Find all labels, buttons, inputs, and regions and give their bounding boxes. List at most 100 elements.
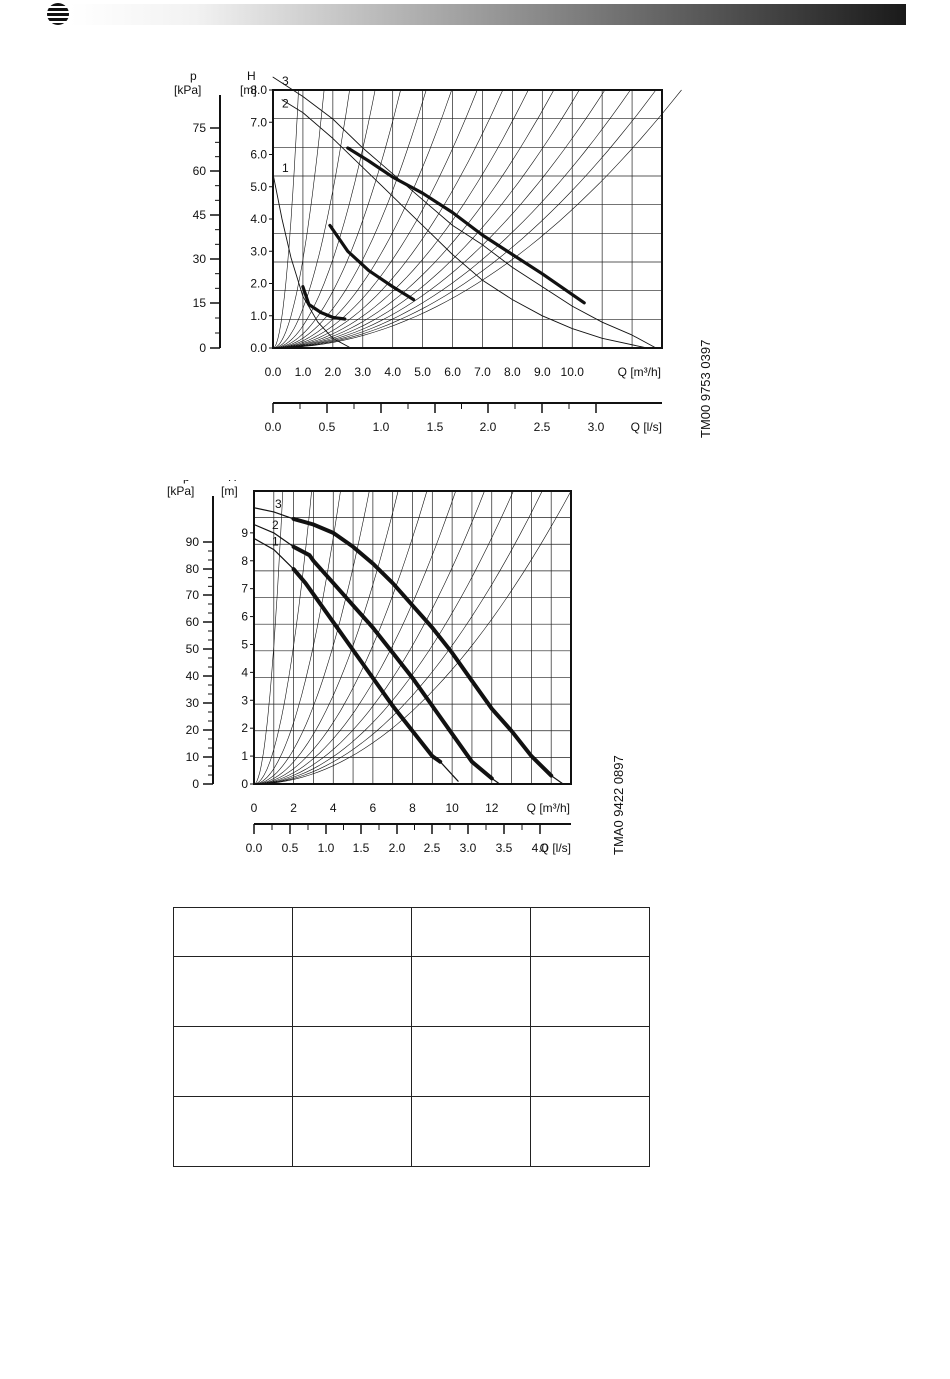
table-cell bbox=[530, 956, 650, 1027]
p-tick-label: 30 bbox=[193, 252, 207, 266]
x-tick-label: 10.0 bbox=[561, 365, 585, 379]
y-tick-label: 1 bbox=[241, 749, 248, 763]
p-tick-label: 90 bbox=[186, 535, 200, 549]
table-cell bbox=[411, 956, 531, 1027]
table-cell bbox=[292, 907, 412, 957]
p-tick-label: 10 bbox=[186, 750, 200, 764]
secondary-x-tick-label: 2.5 bbox=[534, 420, 551, 434]
series-label-3: 3 bbox=[275, 497, 282, 511]
y-axis-symbol: H bbox=[247, 69, 256, 83]
p-tick-label: 75 bbox=[193, 121, 207, 135]
x-tick-label: 9.0 bbox=[534, 365, 551, 379]
y-tick-label: 2.0 bbox=[250, 277, 267, 291]
table-cell bbox=[530, 907, 650, 957]
plot-frame bbox=[272, 89, 663, 349]
x-axis-label: Q [m³/h] bbox=[618, 365, 661, 379]
series-line-1 bbox=[253, 537, 459, 782]
p-tick-label: 80 bbox=[186, 562, 200, 576]
series-line-operating-3 bbox=[301, 285, 347, 321]
secondary-x-tick-label: 1.0 bbox=[318, 841, 335, 855]
table-cell bbox=[530, 1096, 650, 1167]
x-tick-label: 8.0 bbox=[504, 365, 521, 379]
system-curve bbox=[272, 89, 478, 349]
x-axis-label: Q [m³/h] bbox=[527, 801, 570, 815]
series-line-2 bbox=[253, 523, 501, 785]
system-curve bbox=[272, 89, 452, 349]
system-curve bbox=[272, 89, 657, 349]
system-curve bbox=[272, 89, 580, 349]
table-cell bbox=[173, 1096, 293, 1167]
p-axis-unit: [kPa] bbox=[174, 83, 201, 97]
empty-data-table bbox=[173, 907, 650, 1167]
p-axis-symbol: p bbox=[190, 69, 197, 83]
x-tick-label: 6 bbox=[370, 801, 377, 815]
system-curve bbox=[253, 490, 485, 785]
y-tick-label: 1.0 bbox=[250, 309, 267, 323]
secondary-x-tick-label: 0.5 bbox=[319, 420, 336, 434]
y-tick-label: 6 bbox=[241, 610, 248, 624]
table-cell bbox=[411, 1026, 531, 1097]
system-curve bbox=[253, 490, 284, 785]
table-cell bbox=[173, 907, 293, 957]
system-curve bbox=[272, 89, 427, 349]
y-axis-symbol: H bbox=[228, 480, 237, 484]
operating-range-2 bbox=[291, 544, 494, 781]
p-tick-label: 50 bbox=[186, 642, 200, 656]
secondary-x-tick-label: 1.0 bbox=[373, 420, 390, 434]
series-line-3 bbox=[272, 76, 657, 349]
series-line-operating-4 bbox=[328, 223, 416, 302]
secondary-x-tick-label: 3.0 bbox=[588, 420, 605, 434]
x-tick-label: 4 bbox=[330, 801, 337, 815]
x-tick-label: 0.0 bbox=[265, 365, 282, 379]
system-curve bbox=[272, 89, 606, 349]
y-tick-label: 3.0 bbox=[250, 244, 267, 258]
system-curve bbox=[272, 89, 350, 349]
y-tick-label: 9 bbox=[241, 526, 248, 540]
secondary-x-tick-label: 1.5 bbox=[353, 841, 370, 855]
table-cell bbox=[411, 1096, 531, 1167]
series-label-3: 3 bbox=[282, 74, 289, 88]
y-tick-label: 5.0 bbox=[250, 180, 267, 194]
table-row bbox=[173, 907, 650, 957]
system-curve bbox=[272, 89, 504, 349]
series-label-1: 1 bbox=[282, 161, 289, 175]
series-line-2 bbox=[281, 99, 648, 349]
system-curve bbox=[253, 490, 399, 785]
secondary-x-tick-label: 1.5 bbox=[427, 420, 444, 434]
x-tick-label: 10 bbox=[445, 801, 459, 815]
secondary-x-tick-label: 3.5 bbox=[496, 841, 513, 855]
secondary-x-axis-label: Q [l/s] bbox=[540, 841, 571, 855]
y-tick-label: 4.0 bbox=[250, 212, 267, 226]
system-curve bbox=[253, 490, 456, 785]
y-tick-label: 0 bbox=[241, 777, 248, 791]
x-tick-label: 6.0 bbox=[444, 365, 461, 379]
y-tick-label: 8 bbox=[241, 554, 248, 568]
p-axis-symbol: p bbox=[183, 480, 190, 484]
system-curve bbox=[253, 490, 370, 785]
table-cell bbox=[173, 956, 293, 1027]
p-axis-unit: [kPa] bbox=[167, 484, 194, 498]
operating-range-1 bbox=[291, 567, 443, 764]
pump-curve-chart-1: 1 2 3 8.0 7.0 6.0 5.0 4.0 3.0 2.0 1.0 0.0 H[m] 75 60 45… bbox=[174, 69, 713, 438]
y-tick-label: 4 bbox=[241, 665, 248, 679]
table-row bbox=[173, 1026, 650, 1097]
operating-range-3 bbox=[291, 516, 554, 778]
y-tick-label: 7.0 bbox=[250, 115, 267, 129]
system-curve bbox=[253, 490, 428, 785]
series-label-1: 1 bbox=[272, 535, 279, 549]
x-tick-label: 8 bbox=[409, 801, 416, 815]
secondary-x-tick-label: 2.0 bbox=[480, 420, 497, 434]
system-curve bbox=[272, 89, 682, 349]
series-line-operating-5 bbox=[346, 146, 586, 305]
system-curve bbox=[272, 89, 529, 349]
table-cell bbox=[292, 1026, 412, 1097]
y-axis-unit: [m] bbox=[240, 83, 257, 97]
p-tick-label: 0 bbox=[192, 777, 199, 791]
y-tick-label: 2 bbox=[241, 721, 248, 735]
p-tick-label: 70 bbox=[186, 588, 200, 602]
system-curve bbox=[272, 89, 631, 349]
y-tick-label: 7 bbox=[241, 582, 248, 596]
table-cell bbox=[411, 907, 531, 957]
pump-curve-chart-2: 1239876543210H[m]9080706050403020100p[kP… bbox=[167, 480, 626, 855]
series-label-2: 2 bbox=[282, 97, 289, 111]
